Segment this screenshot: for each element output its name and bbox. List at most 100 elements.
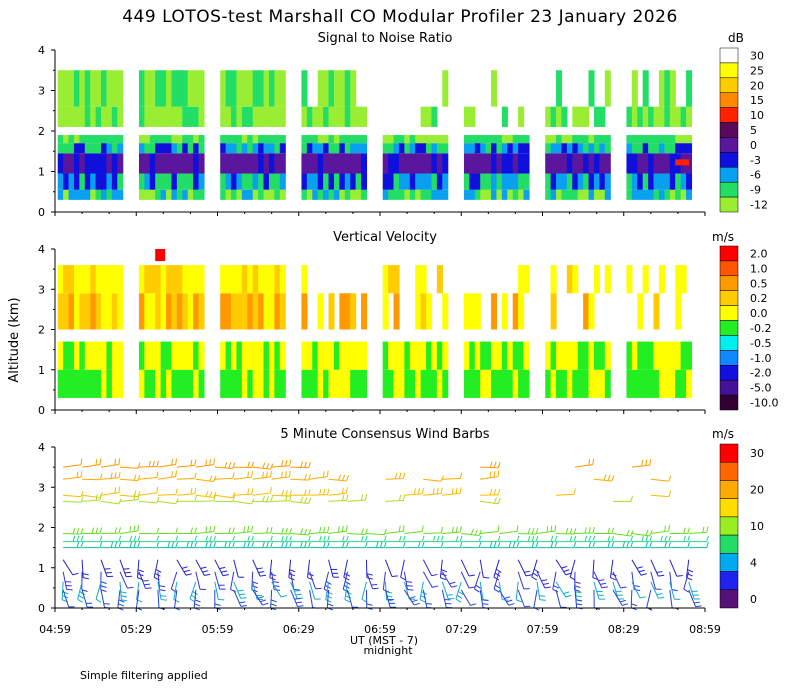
wind-barb bbox=[328, 478, 347, 482]
wind-barb-flag bbox=[266, 471, 268, 478]
wind-barb-flag bbox=[489, 471, 492, 478]
vv-cell bbox=[518, 293, 525, 330]
snr-cell bbox=[474, 189, 481, 200]
vv-cell bbox=[501, 369, 508, 398]
snr-cell bbox=[198, 143, 205, 154]
wind-barb-flag bbox=[607, 474, 611, 481]
snr-cell bbox=[398, 173, 405, 190]
vv-cell bbox=[588, 341, 595, 370]
wind-barb bbox=[479, 559, 484, 578]
wind-barb-flag bbox=[512, 541, 516, 548]
snr-cell bbox=[117, 106, 124, 127]
snr-cell bbox=[415, 153, 422, 174]
snr-cell bbox=[393, 173, 400, 190]
wind-barb bbox=[176, 477, 195, 480]
vv-cell bbox=[599, 341, 606, 370]
wind-barb bbox=[650, 559, 659, 577]
wind-barb-flag bbox=[493, 461, 497, 468]
wind-barb-flag bbox=[478, 535, 482, 542]
snr-cell bbox=[599, 189, 606, 200]
wind-barb-flag bbox=[289, 541, 292, 548]
vv-cell bbox=[160, 293, 167, 330]
vv-cell bbox=[90, 369, 97, 398]
snr-cell bbox=[637, 153, 644, 174]
snr-cell bbox=[258, 135, 265, 144]
snr-cell bbox=[187, 189, 194, 200]
vv-cell bbox=[301, 265, 308, 294]
snr-cell bbox=[236, 153, 243, 174]
vv-cell bbox=[583, 293, 590, 330]
wind-barb bbox=[442, 492, 461, 496]
wind-barb bbox=[271, 476, 290, 480]
vv-cell bbox=[431, 369, 438, 398]
wind-barb-flag bbox=[289, 459, 292, 466]
snr-cell bbox=[198, 153, 205, 174]
wind-barb-flag bbox=[671, 589, 678, 592]
wind-barb-flag bbox=[270, 541, 273, 548]
vv-cell bbox=[117, 369, 124, 398]
wind-barb-flag bbox=[144, 583, 151, 586]
vv-cell bbox=[550, 369, 557, 398]
snr-cell bbox=[95, 135, 102, 144]
wind-barb bbox=[669, 581, 675, 600]
snr-cell bbox=[155, 143, 162, 154]
vv-cell bbox=[328, 341, 335, 370]
snr-cell bbox=[79, 143, 86, 154]
snr-cell bbox=[274, 143, 281, 154]
wind-barb-flag bbox=[95, 494, 98, 501]
vv-cell bbox=[637, 369, 644, 398]
colorbar-swatch bbox=[719, 534, 739, 554]
snr-cell bbox=[637, 189, 644, 200]
snr-cell bbox=[149, 143, 156, 154]
wind-barb-flag bbox=[656, 593, 663, 596]
wind-barb-flag bbox=[458, 590, 464, 596]
snr-units: dB bbox=[728, 31, 744, 45]
wind-barb-flag bbox=[535, 535, 539, 542]
snr-cell bbox=[626, 189, 633, 200]
snr-cell bbox=[388, 189, 395, 200]
wind-barb-flag bbox=[240, 597, 247, 599]
snr-cell bbox=[669, 106, 676, 127]
wind-barb-flag bbox=[213, 535, 216, 542]
vv-cell bbox=[155, 369, 162, 398]
vv-cell bbox=[79, 265, 86, 294]
wind-barb-flag bbox=[95, 527, 99, 534]
snr-cell bbox=[241, 135, 248, 144]
wind-barb-flag bbox=[230, 589, 237, 593]
wind-barb bbox=[382, 571, 386, 590]
wind-barb-flag bbox=[497, 525, 500, 532]
wind-barb-flag bbox=[80, 528, 84, 535]
snr-cell bbox=[301, 189, 308, 200]
vv-cell bbox=[155, 341, 162, 370]
vv-cell bbox=[317, 369, 324, 398]
wind-barb bbox=[365, 571, 374, 589]
wind-barb-flag bbox=[77, 598, 84, 603]
snr-cell bbox=[593, 135, 600, 144]
wind-barb-flag bbox=[266, 541, 269, 548]
wind-barb bbox=[328, 499, 347, 502]
snr-cell bbox=[149, 173, 156, 190]
vv-cell bbox=[474, 369, 481, 398]
vv-cell bbox=[268, 293, 275, 330]
x-axis-label: UT (MST - 7) bbox=[350, 634, 418, 647]
vv-cell bbox=[231, 265, 238, 294]
wind-barb-flag bbox=[137, 525, 140, 532]
wind-barb-flag bbox=[281, 535, 284, 542]
wind-barb-flag bbox=[209, 541, 212, 548]
wind-barb-flag bbox=[524, 570, 531, 573]
vv-cell bbox=[247, 293, 254, 330]
wind-barb-flag bbox=[118, 599, 125, 603]
wind-barb bbox=[77, 581, 83, 600]
wind-barb-flag bbox=[365, 541, 368, 548]
wind-barb bbox=[441, 571, 452, 588]
wind-barb-flag bbox=[232, 527, 235, 534]
snr-cell bbox=[101, 173, 108, 190]
snr-cell bbox=[258, 189, 265, 200]
vv-cell bbox=[263, 265, 270, 294]
wind-barb-flag bbox=[619, 599, 626, 603]
snr-cell bbox=[149, 106, 156, 127]
snr-cell bbox=[426, 173, 433, 190]
wind-barb bbox=[271, 581, 282, 598]
vv-cell bbox=[241, 369, 248, 398]
